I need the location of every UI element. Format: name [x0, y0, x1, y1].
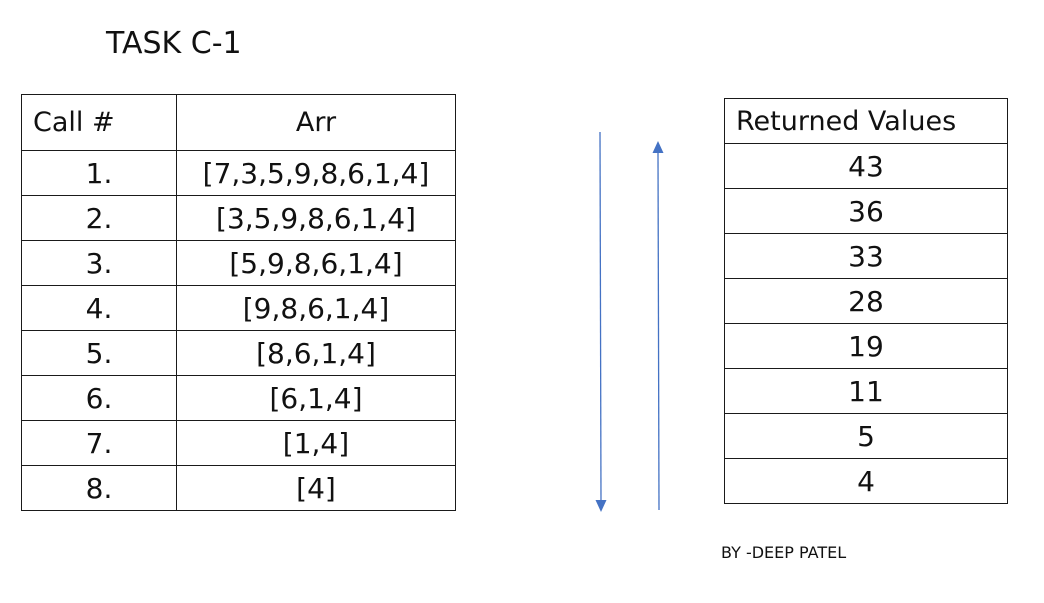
recursion-arrows [595, 131, 664, 512]
table-row: 2. [3,5,9,8,6,1,4] [21, 195, 456, 241]
table-row: 43 [724, 143, 1008, 189]
returned-values-body: 43 36 33 28 19 11 5 4 [724, 143, 1008, 504]
call-number-cell: 6. [21, 375, 177, 421]
table-row: 28 [724, 278, 1008, 324]
table-row: 7. [1,4] [21, 420, 456, 466]
arr-cell: [8,6,1,4] [176, 330, 456, 376]
arr-header: Arr [176, 94, 456, 151]
table-row: 4. [9,8,6,1,4] [21, 285, 456, 331]
returned-values-header: Returned Values [724, 98, 1008, 144]
arr-cell: [1,4] [176, 420, 456, 466]
arr-cell: [3,5,9,8,6,1,4] [176, 195, 456, 241]
returned-value-cell: 33 [724, 233, 1008, 279]
table-row: 3. [5,9,8,6,1,4] [21, 240, 456, 286]
arr-cell: [6,1,4] [176, 375, 456, 421]
arr-cell: [9,8,6,1,4] [176, 285, 456, 331]
call-number-cell: 3. [21, 240, 177, 286]
returned-value-cell: 36 [724, 188, 1008, 234]
call-number-cell: 1. [21, 150, 177, 196]
arr-cell: [7,3,5,9,8,6,1,4] [176, 150, 456, 196]
calls-table: Call # Arr 1. [7,3,5,9,8,6,1,4] 2. [3,5,9,8… [21, 94, 456, 511]
call-number-cell: 4. [21, 285, 177, 331]
call-number-cell: 8. [21, 465, 177, 511]
table-row: 6. [6,1,4] [21, 375, 456, 421]
call-number-header: Call # [21, 94, 177, 151]
returned-value-cell: 4 [724, 458, 1008, 504]
call-number-cell: 7. [21, 420, 177, 466]
author-credit: BY -DEEP PATEL [721, 543, 847, 562]
table-row: 33 [724, 233, 1008, 279]
returned-value-cell: 5 [724, 413, 1008, 459]
table-row: 5 [724, 413, 1008, 459]
table-row: 5. [8,6,1,4] [21, 330, 456, 376]
returned-value-cell: 19 [724, 323, 1008, 369]
table-row: 4 [724, 458, 1008, 504]
call-number-cell: 2. [21, 195, 177, 241]
arr-cell: [4] [176, 465, 456, 511]
calls-table-header-row: Call # Arr [21, 94, 456, 151]
calls-table-body: 1. [7,3,5,9,8,6,1,4] 2. [3,5,9,8,6,1,4] 3. [5… [21, 150, 456, 511]
returned-value-cell: 11 [724, 368, 1008, 414]
page-title: TASK C-1 [106, 26, 242, 61]
returned-values-table: Returned Values 43 36 33 28 19 11 5 4 [724, 98, 1008, 504]
table-row: 11 [724, 368, 1008, 414]
table-row: 36 [724, 188, 1008, 234]
up-arrow [652, 141, 664, 511]
table-row: 19 [724, 323, 1008, 369]
arr-cell: [5,9,8,6,1,4] [176, 240, 456, 286]
returned-value-cell: 28 [724, 278, 1008, 324]
table-row: 8. [4] [21, 465, 456, 511]
table-row: 1. [7,3,5,9,8,6,1,4] [21, 150, 456, 196]
down-arrow [595, 131, 607, 512]
returned-value-cell: 43 [724, 143, 1008, 189]
returned-values-header-row: Returned Values [724, 98, 1008, 144]
call-number-cell: 5. [21, 330, 177, 376]
